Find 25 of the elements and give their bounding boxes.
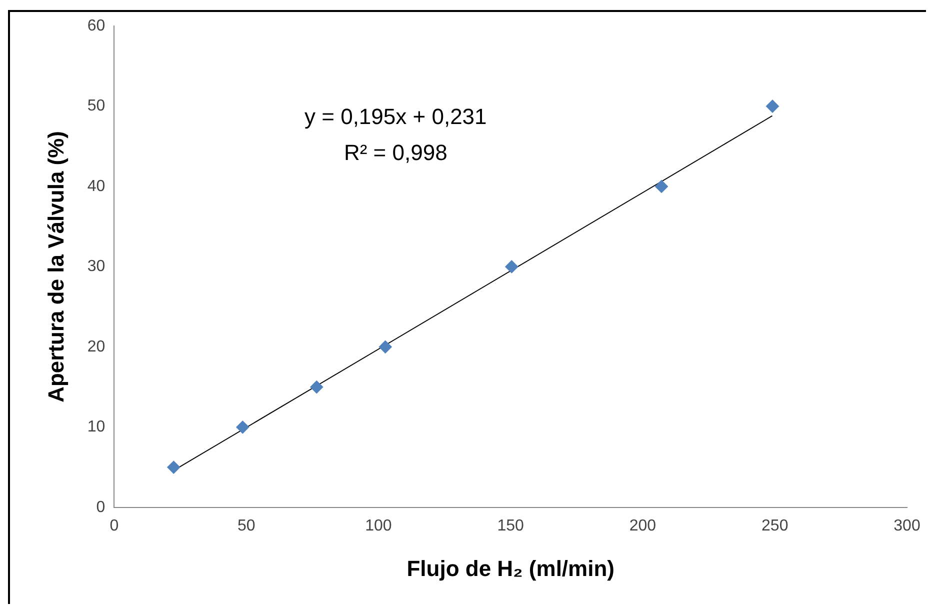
y-tick-label: 40 bbox=[87, 178, 106, 195]
point bbox=[654, 180, 668, 193]
x-tick-label: 0 bbox=[110, 517, 119, 534]
x-tick-label: 150 bbox=[497, 517, 524, 534]
x-tick-label: 250 bbox=[762, 517, 788, 534]
point bbox=[236, 420, 250, 434]
y-tick-label: 60 bbox=[87, 17, 106, 34]
y-tick-label: 50 bbox=[87, 98, 106, 115]
x-tick-label: 300 bbox=[894, 517, 920, 534]
x-tick-label: 200 bbox=[629, 517, 656, 534]
y-axis-title: Apertura de la Válvula (%) bbox=[43, 130, 68, 402]
point bbox=[310, 380, 324, 394]
point bbox=[167, 460, 180, 474]
annotation: R² = 0,998 bbox=[344, 140, 448, 166]
y-tick-label: 10 bbox=[87, 418, 106, 436]
x-tick-label: 100 bbox=[365, 517, 392, 534]
y-tick-label: 0 bbox=[96, 498, 106, 516]
point bbox=[766, 100, 779, 113]
x-axis-title: Flujo de H₂ (ml/min) bbox=[406, 556, 614, 581]
point bbox=[505, 260, 518, 274]
y-tick-label: 30 bbox=[87, 258, 106, 276]
x-tick-label: 50 bbox=[237, 517, 256, 534]
y-tick-label: 20 bbox=[87, 338, 106, 356]
annotation: y = 0,195x + 0,231 bbox=[304, 104, 487, 130]
point bbox=[378, 340, 392, 354]
